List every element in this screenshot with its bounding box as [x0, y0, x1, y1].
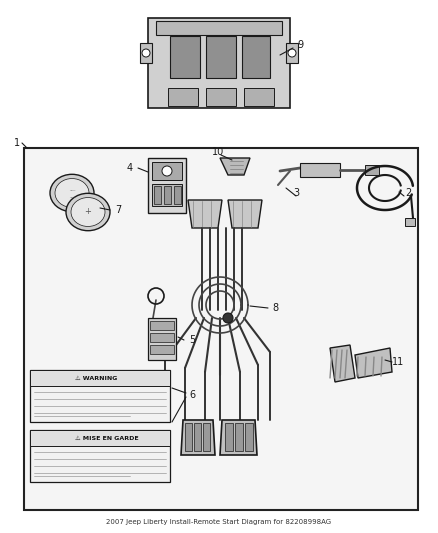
Text: 10: 10	[212, 147, 224, 157]
Bar	[148, 18, 290, 108]
Bar	[235, 423, 243, 451]
Bar	[185, 423, 192, 451]
Bar	[164, 186, 171, 204]
Bar	[148, 158, 186, 213]
Bar	[206, 88, 236, 106]
Bar	[154, 186, 161, 204]
Polygon shape	[220, 158, 250, 175]
Bar	[365, 165, 379, 175]
Bar	[152, 184, 182, 206]
Bar	[242, 36, 270, 78]
Ellipse shape	[50, 174, 94, 212]
Bar	[30, 430, 170, 446]
Bar	[174, 186, 181, 204]
Text: 6: 6	[189, 390, 195, 400]
Bar	[150, 333, 174, 342]
Text: 1: 1	[14, 138, 20, 148]
Bar	[225, 423, 233, 451]
Bar	[152, 162, 182, 180]
Ellipse shape	[71, 198, 105, 227]
Text: 2: 2	[405, 188, 411, 198]
Ellipse shape	[288, 49, 296, 57]
Text: 3: 3	[293, 188, 299, 198]
Polygon shape	[228, 200, 262, 228]
Polygon shape	[220, 420, 257, 455]
Bar	[24, 148, 418, 510]
Bar	[405, 218, 415, 226]
Bar	[168, 88, 198, 106]
Bar	[156, 21, 282, 35]
Polygon shape	[188, 200, 222, 228]
Bar	[286, 43, 298, 63]
Bar	[194, 423, 201, 451]
Text: 8: 8	[272, 303, 278, 313]
Text: 2007 Jeep Liberty Install-Remote Start Diagram for 82208998AG: 2007 Jeep Liberty Install-Remote Start D…	[106, 519, 332, 525]
Bar	[300, 163, 340, 177]
Bar	[30, 430, 170, 482]
Text: 5: 5	[189, 335, 195, 345]
Text: 9: 9	[297, 40, 303, 50]
Text: ___: ___	[69, 187, 75, 191]
Bar	[150, 345, 174, 354]
Bar	[140, 43, 152, 63]
Ellipse shape	[66, 193, 110, 231]
Bar	[245, 423, 253, 451]
Text: 4: 4	[127, 163, 133, 173]
Text: +: +	[85, 207, 92, 216]
Bar	[170, 36, 200, 78]
Text: ___: ___	[69, 194, 75, 198]
Ellipse shape	[223, 313, 233, 323]
Bar	[30, 370, 170, 386]
Bar	[30, 370, 170, 422]
Ellipse shape	[162, 166, 172, 176]
Text: ⚠ MISE EN GARDE: ⚠ MISE EN GARDE	[75, 435, 138, 440]
Polygon shape	[355, 348, 392, 378]
Ellipse shape	[142, 49, 150, 57]
Text: 7: 7	[115, 205, 121, 215]
Bar	[148, 318, 176, 360]
Bar	[150, 321, 174, 330]
Text: 11: 11	[392, 357, 404, 367]
Polygon shape	[181, 420, 215, 455]
Bar	[206, 36, 236, 78]
Ellipse shape	[55, 179, 89, 207]
Polygon shape	[330, 345, 355, 382]
Text: ⚠ WARNING: ⚠ WARNING	[75, 376, 117, 381]
Bar	[203, 423, 210, 451]
Bar	[244, 88, 274, 106]
